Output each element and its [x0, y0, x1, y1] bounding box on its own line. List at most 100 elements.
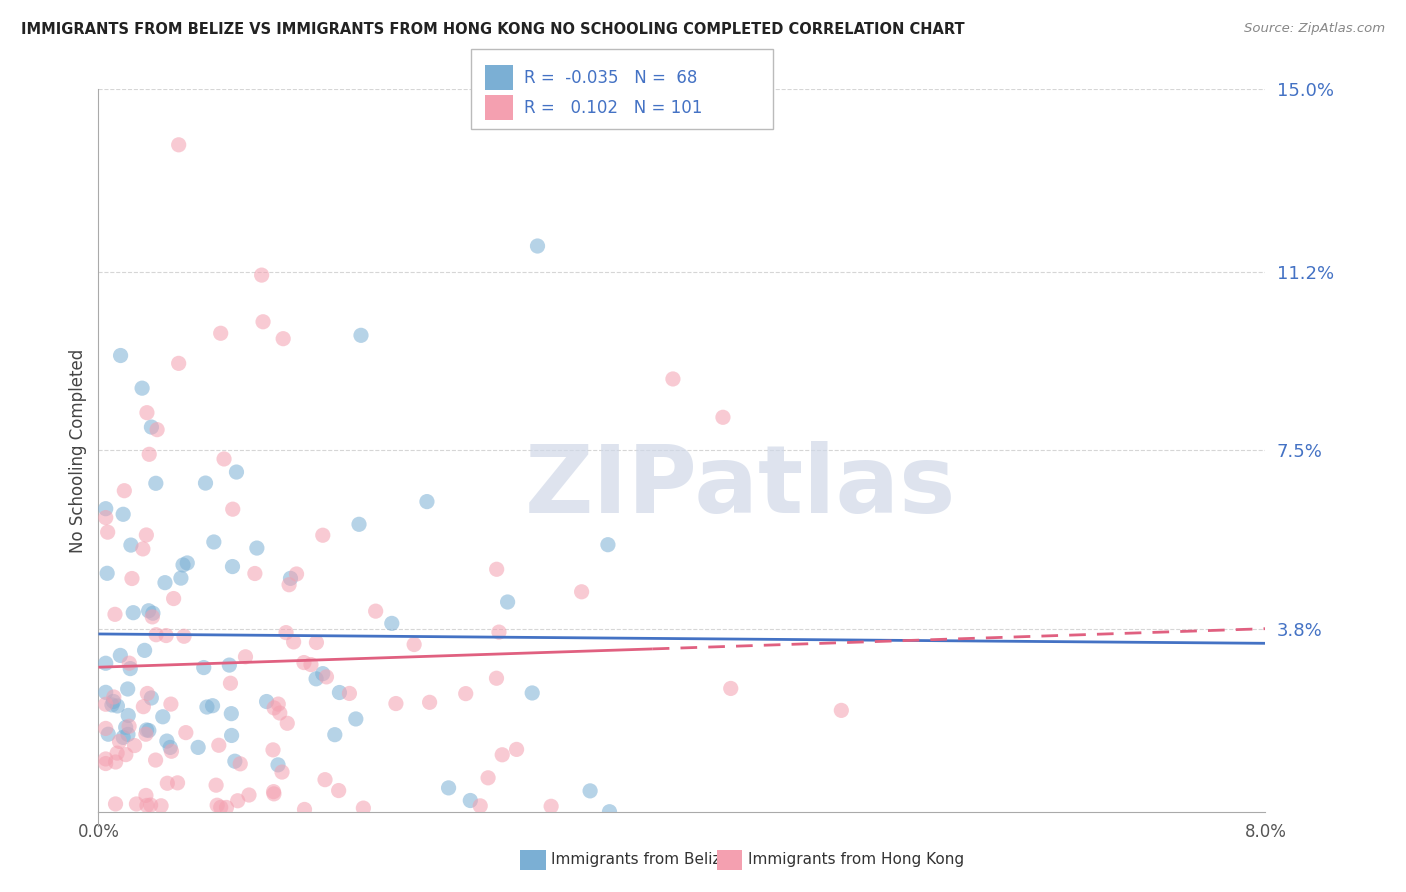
Point — [419, 695, 441, 709]
Point — [344, 712, 367, 726]
Point — [112, 483, 135, 498]
Point — [596, 538, 619, 552]
Point — [209, 326, 232, 341]
Point — [156, 734, 179, 748]
Point — [271, 332, 294, 346]
Point — [176, 556, 198, 570]
Point — [138, 723, 160, 738]
Point — [267, 757, 290, 772]
Point — [131, 381, 153, 395]
Point — [224, 754, 246, 768]
Point — [152, 710, 174, 724]
Point — [262, 743, 284, 757]
Point — [153, 575, 176, 590]
Point — [145, 628, 167, 642]
Point — [105, 746, 128, 760]
Point — [238, 788, 260, 802]
Point — [571, 584, 593, 599]
Point — [118, 719, 141, 733]
Point — [145, 476, 167, 491]
Point — [347, 517, 370, 532]
Point — [141, 690, 163, 705]
Point — [328, 783, 350, 797]
Point — [526, 239, 548, 253]
Point — [142, 606, 165, 620]
Point — [314, 772, 336, 787]
Point — [454, 687, 477, 701]
Point — [94, 510, 117, 524]
Point — [460, 793, 482, 807]
Point — [117, 708, 139, 723]
Point — [135, 798, 157, 813]
Point — [229, 756, 252, 771]
Point — [381, 616, 404, 631]
Point — [215, 800, 238, 814]
Point — [166, 776, 188, 790]
Point — [339, 686, 361, 700]
Y-axis label: No Schooling Completed: No Schooling Completed — [69, 349, 87, 552]
Point — [522, 686, 544, 700]
Point — [173, 629, 195, 643]
Point — [132, 541, 155, 556]
Point — [235, 649, 257, 664]
Point — [112, 508, 135, 522]
Point — [209, 800, 232, 814]
Point — [505, 742, 527, 756]
Point — [477, 771, 499, 785]
Point — [385, 697, 408, 711]
Point — [221, 706, 243, 721]
Point — [104, 755, 127, 769]
Point — [159, 740, 181, 755]
Point — [107, 698, 129, 713]
Point — [269, 706, 291, 720]
Point — [305, 635, 328, 649]
Point — [299, 657, 322, 672]
Text: Immigrants from Hong Kong: Immigrants from Hong Kong — [748, 853, 965, 867]
Point — [94, 752, 117, 766]
Point — [134, 643, 156, 657]
Point — [135, 528, 157, 542]
Point — [174, 725, 197, 739]
Point — [193, 660, 215, 674]
Point — [208, 739, 231, 753]
Point — [267, 697, 290, 711]
Point — [167, 137, 190, 152]
Point — [328, 685, 350, 699]
Point — [136, 406, 159, 420]
Point — [160, 744, 183, 758]
Point — [256, 694, 278, 708]
Point — [250, 268, 273, 282]
Point — [162, 591, 184, 606]
Point — [101, 698, 124, 712]
Point — [104, 607, 127, 622]
Point — [540, 799, 562, 814]
Point — [243, 566, 266, 581]
Point — [117, 681, 139, 696]
Point — [491, 747, 513, 762]
Point — [170, 571, 193, 585]
Point — [662, 372, 685, 386]
Point — [120, 662, 142, 676]
Point — [145, 753, 167, 767]
Point — [598, 805, 620, 819]
Point — [352, 801, 374, 815]
Point — [263, 787, 285, 801]
Point — [94, 722, 117, 736]
Point — [97, 727, 120, 741]
Point — [283, 635, 305, 649]
Point — [437, 780, 460, 795]
Point — [139, 798, 162, 813]
Point — [404, 638, 426, 652]
Point — [485, 562, 508, 576]
Point — [94, 657, 117, 671]
Point — [218, 658, 240, 673]
Point — [201, 698, 224, 713]
Point — [225, 465, 247, 479]
Point — [138, 447, 160, 461]
Point — [470, 798, 492, 813]
Point — [485, 671, 508, 685]
Point — [94, 501, 117, 516]
Point — [263, 701, 285, 715]
Point — [121, 572, 143, 586]
Text: ZIPatlas: ZIPatlas — [524, 441, 956, 533]
